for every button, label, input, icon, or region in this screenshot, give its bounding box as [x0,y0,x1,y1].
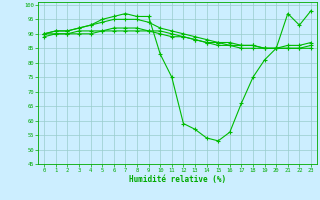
X-axis label: Humidité relative (%): Humidité relative (%) [129,175,226,184]
